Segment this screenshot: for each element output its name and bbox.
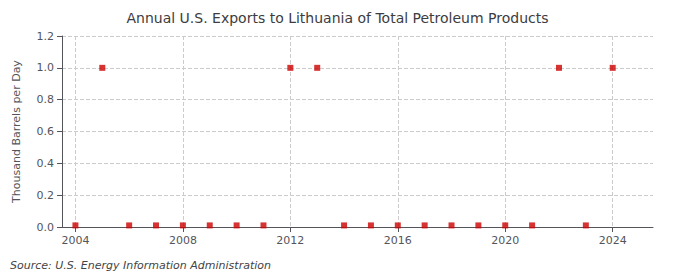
- svg-text:2004: 2004: [61, 234, 89, 247]
- svg-text:Thousand Barrels per Day: Thousand Barrels per Day: [10, 60, 23, 204]
- svg-text:2016: 2016: [384, 234, 412, 247]
- svg-text:1.0: 1.0: [37, 61, 55, 74]
- svg-text:Source: U.S. Energy Informatio: Source: U.S. Energy Information Administ…: [10, 259, 271, 272]
- svg-text:0.6: 0.6: [37, 125, 55, 138]
- svg-text:Annual U.S. Exports to Lithuan: Annual U.S. Exports to Lithuania of Tota…: [126, 10, 548, 26]
- svg-text:0.2: 0.2: [37, 189, 55, 202]
- svg-text:0.4: 0.4: [37, 157, 55, 170]
- svg-text:2024: 2024: [599, 234, 627, 247]
- svg-text:1.2: 1.2: [37, 30, 55, 43]
- svg-text:0.0: 0.0: [37, 221, 55, 234]
- svg-text:2020: 2020: [491, 234, 519, 247]
- svg-text:2012: 2012: [276, 234, 304, 247]
- svg-text:2008: 2008: [169, 234, 197, 247]
- svg-text:0.8: 0.8: [37, 93, 55, 106]
